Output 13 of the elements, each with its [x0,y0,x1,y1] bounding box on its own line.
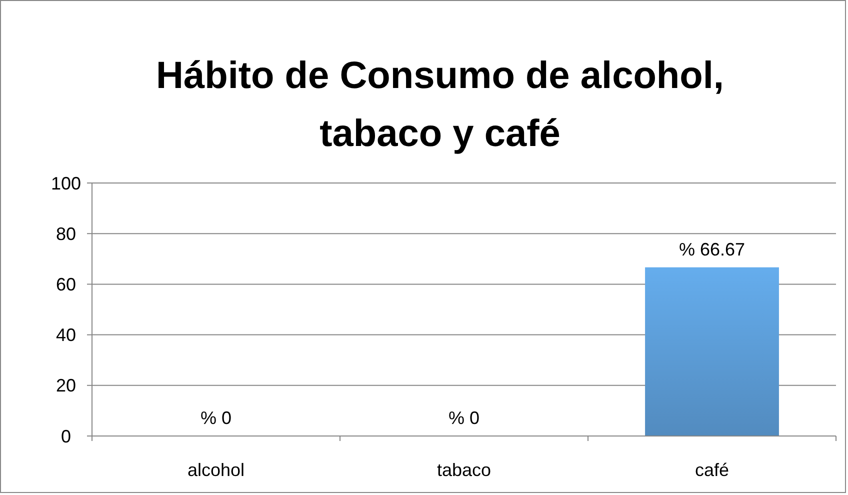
data-label: % 0 [448,408,480,428]
data-label: % 0 [200,408,232,428]
y-tick-label: 100 [50,173,82,194]
data-label: % 66.67 [678,239,746,260]
y-tick-label: 40 [56,325,76,346]
chart-title: Hábito de Consumo de alcohol, tabaco y café [156,55,724,155]
y-tick-label: 80 [56,224,76,244]
y-tick-label: 0 [60,426,72,446]
x-tick-label: café [694,460,730,480]
y-tick-label: 60 [56,274,76,294]
y-tick-label: 20 [56,376,76,396]
x-tick-label: tabaco [436,460,492,480]
x-tick-label: alcohol [187,460,245,480]
